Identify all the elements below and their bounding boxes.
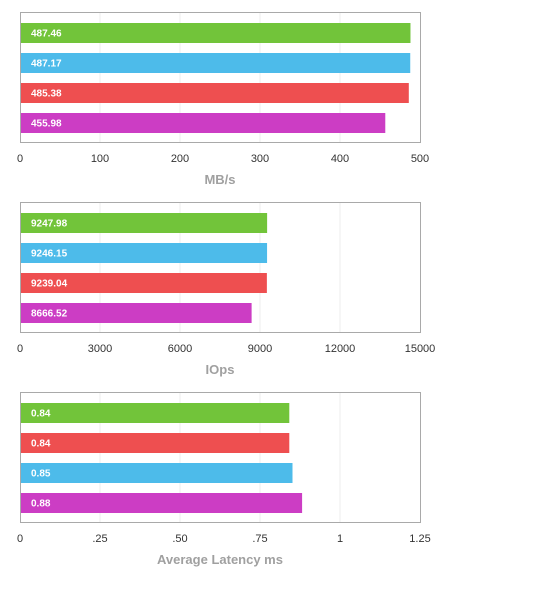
x-axis-title: Average Latency ms: [157, 552, 283, 567]
tick-label: .75: [252, 533, 267, 545]
bar-value-label: 455.98: [31, 119, 62, 130]
bar-value-label: 8666.52: [31, 309, 68, 320]
bar: [20, 303, 252, 323]
tick-label: .50: [172, 533, 187, 545]
bar-value-label: 0.85: [31, 469, 51, 480]
chart-2: 9247.98 9246.15 9239.04 8666.52 0 3000 6000 900…: [17, 202, 435, 377]
bar: [20, 113, 386, 133]
bar: [20, 53, 411, 73]
bar: [20, 273, 267, 293]
tick-label: 0: [17, 343, 23, 355]
tick-label: 3000: [88, 343, 112, 355]
tick-label: 9000: [248, 343, 272, 355]
bar-value-label: 0.84: [31, 409, 51, 420]
bar: [20, 23, 411, 43]
bar: [20, 493, 303, 513]
tick-label: 15000: [405, 343, 436, 355]
plot-frame: [20, 12, 421, 143]
plot-frame: [20, 392, 421, 523]
tick-label: .25: [92, 533, 107, 545]
bar: [20, 463, 293, 483]
bar: [20, 83, 409, 103]
plot-frame: [20, 202, 421, 333]
bar: [20, 403, 290, 423]
tick-label: 0: [17, 153, 23, 165]
tick-label: 12000: [325, 343, 356, 355]
chart-3: 0.84 0.84 0.85 0.88 0 .25 .50 .75 1 1.25 Average L…: [17, 392, 431, 567]
bar-value-label: 487.46: [31, 29, 62, 40]
tick-label: 100: [91, 153, 109, 165]
chart-1: 487.46 487.17 485.38 455.98 0 100 200 300 400 500…: [17, 12, 429, 187]
tick-label: 1: [337, 533, 343, 545]
tick-label: 0: [17, 533, 23, 545]
bar: [20, 243, 268, 263]
bar-value-label: 9246.15: [31, 249, 68, 260]
x-axis-title: IOps: [206, 362, 235, 377]
tick-label: 200: [171, 153, 189, 165]
bar-value-label: 0.88: [31, 499, 51, 510]
bar-value-label: 0.84: [31, 439, 51, 450]
tick-label: 1.25: [409, 533, 430, 545]
bar: [20, 213, 268, 233]
bar-value-label: 9239.04: [31, 279, 68, 290]
bar: [20, 433, 290, 453]
tick-label: 300: [251, 153, 269, 165]
x-axis-title: MB/s: [204, 172, 235, 187]
bar-value-label: 9247.98: [31, 219, 68, 230]
tick-label: 400: [331, 153, 349, 165]
bar-value-label: 487.17: [31, 59, 62, 70]
tick-label: 500: [411, 153, 429, 165]
tick-label: 6000: [168, 343, 192, 355]
bar-value-label: 485.38: [31, 89, 62, 100]
